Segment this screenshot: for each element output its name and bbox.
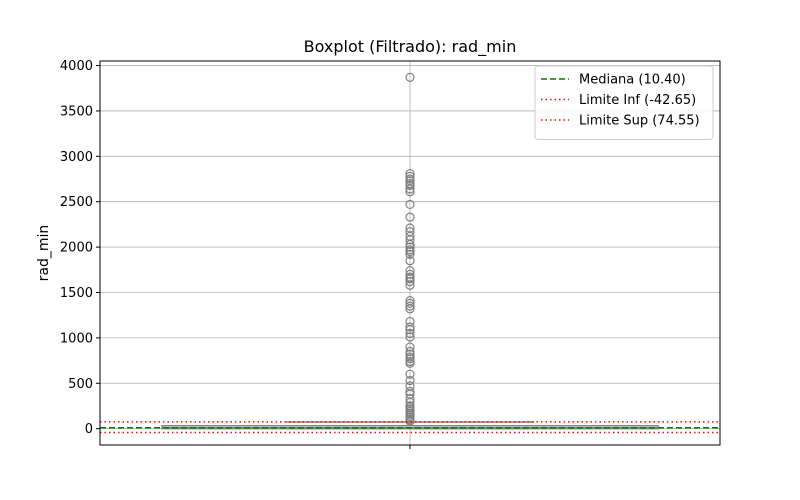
outlier-point <box>405 72 415 82</box>
y-tick-label: 1500 <box>60 286 93 301</box>
outlier-point <box>405 242 415 252</box>
legend-label: Limite Inf (-42.65) <box>579 93 696 108</box>
outlier-point <box>405 358 415 368</box>
outlier-point <box>405 322 415 332</box>
outlier-point <box>405 369 415 379</box>
outlier-point <box>405 375 415 386</box>
y-tick-label: 4000 <box>60 59 93 74</box>
outlier-point <box>405 168 415 179</box>
outlier-point <box>405 394 415 404</box>
legend-label: Limite Sup (74.55) <box>579 114 700 129</box>
outlier-point <box>405 386 415 397</box>
reference-lines <box>100 421 720 434</box>
outlier-point <box>405 249 415 259</box>
outlier-point <box>405 247 415 257</box>
outlier-point <box>405 304 415 314</box>
outlier-point <box>405 180 415 190</box>
outlier-point <box>405 199 415 210</box>
y-axis-label: rad_min <box>36 225 52 282</box>
outlier-point <box>405 256 415 266</box>
outlier-point <box>405 235 415 245</box>
outlier-layer <box>405 72 415 426</box>
y-axis: 0 500 1000 1500 2000 2500 3000 3500 4000 <box>60 59 411 449</box>
legend-label: Mediana (10.40) <box>579 73 686 88</box>
outlier-point <box>405 328 415 338</box>
chart-title: Boxplot (Filtrado): rad_min <box>304 37 517 57</box>
y-tick-label: 2500 <box>60 195 93 210</box>
y-tick-label: 1000 <box>60 331 93 346</box>
outlier-point <box>405 298 415 308</box>
y-tick-label: 0 <box>85 422 93 437</box>
y-tick-label: 2000 <box>60 241 93 256</box>
outlier-point <box>405 276 415 287</box>
outlier-point <box>405 332 415 342</box>
outlier-point <box>405 342 415 352</box>
y-tick-label: 3000 <box>60 150 93 165</box>
outlier-point <box>405 274 415 284</box>
outlier-point <box>405 349 415 359</box>
outlier-point <box>405 171 415 181</box>
outlier-point <box>405 239 415 249</box>
outlier-point <box>405 354 415 364</box>
outlier-point <box>405 325 415 335</box>
outlier-point <box>405 187 415 197</box>
y-tick-label: 500 <box>68 377 93 392</box>
outlier-point <box>405 346 415 357</box>
outlier-point <box>405 280 415 290</box>
outlier-point <box>405 397 415 407</box>
outlier-point <box>405 184 415 194</box>
legend: Mediana (10.40) Limite Inf (-42.65) Limite… <box>534 65 714 140</box>
y-tick-label: 3500 <box>60 104 93 119</box>
outlier-point <box>405 212 415 222</box>
legend-frame <box>534 65 714 140</box>
outlier-point <box>405 301 415 311</box>
outlier-point <box>405 269 415 279</box>
